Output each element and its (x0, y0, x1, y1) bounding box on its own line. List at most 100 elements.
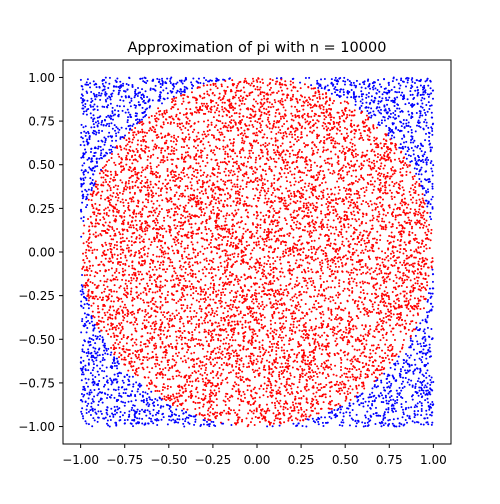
point-inside (246, 160, 249, 163)
point-inside (373, 139, 376, 142)
point-inside (173, 270, 176, 273)
point-inside (208, 272, 211, 275)
point-outside (85, 351, 88, 354)
point-inside (342, 164, 345, 167)
point-inside (133, 255, 136, 258)
point-outside (419, 393, 422, 396)
point-outside (424, 139, 427, 142)
point-outside (122, 381, 125, 384)
point-inside (113, 353, 116, 356)
point-inside (306, 134, 309, 137)
point-inside (220, 199, 223, 202)
point-inside (251, 77, 254, 80)
point-inside (256, 134, 259, 137)
point-inside (220, 291, 223, 294)
point-inside (239, 90, 242, 93)
point-outside (330, 92, 333, 95)
point-outside (109, 102, 112, 105)
point-inside (148, 290, 151, 293)
point-outside (95, 160, 98, 163)
point-inside (121, 181, 124, 184)
point-inside (283, 326, 286, 329)
point-outside (80, 156, 83, 159)
point-inside (316, 386, 319, 389)
point-inside (296, 90, 299, 93)
point-inside (344, 326, 347, 329)
point-inside (290, 173, 293, 176)
point-inside (297, 239, 300, 242)
point-outside (97, 392, 100, 395)
point-inside (216, 180, 219, 183)
point-inside (263, 305, 266, 308)
point-inside (251, 417, 254, 420)
point-inside (218, 244, 221, 247)
point-inside (256, 322, 259, 325)
point-outside (137, 384, 140, 387)
point-outside (391, 130, 394, 133)
point-inside (143, 131, 146, 134)
point-outside (120, 400, 123, 403)
point-inside (111, 314, 114, 317)
point-inside (259, 351, 262, 354)
point-inside (230, 241, 233, 244)
point-outside (96, 165, 99, 168)
point-inside (242, 314, 245, 317)
point-inside (124, 313, 127, 316)
point-inside (382, 263, 385, 266)
point-inside (260, 98, 263, 101)
point-outside (399, 147, 402, 150)
point-inside (194, 155, 197, 158)
point-inside (144, 230, 147, 233)
point-inside (359, 334, 362, 337)
point-inside (353, 278, 356, 281)
point-outside (135, 115, 138, 118)
point-inside (122, 204, 125, 207)
point-inside (401, 346, 404, 349)
point-inside (124, 279, 127, 282)
point-outside (427, 299, 429, 302)
point-inside (186, 293, 189, 296)
point-inside (212, 298, 215, 301)
point-inside (336, 252, 339, 255)
point-inside (113, 253, 116, 256)
point-inside (308, 169, 311, 172)
point-inside (201, 245, 204, 248)
point-outside (141, 88, 144, 91)
point-outside (89, 105, 92, 108)
point-inside (304, 326, 307, 329)
point-inside (305, 189, 308, 192)
point-outside (94, 342, 97, 345)
point-outside (88, 391, 91, 394)
point-inside (197, 370, 200, 373)
point-inside (186, 187, 189, 190)
point-inside (119, 305, 122, 308)
point-inside (209, 268, 212, 271)
point-inside (337, 317, 340, 320)
point-outside (140, 118, 143, 121)
point-inside (182, 93, 185, 96)
point-inside (186, 342, 189, 345)
point-inside (136, 143, 139, 146)
point-inside (339, 176, 342, 179)
point-inside (393, 158, 396, 161)
point-inside (193, 351, 196, 354)
point-outside (424, 151, 427, 154)
point-inside (301, 179, 304, 182)
point-outside (330, 78, 333, 81)
point-outside (418, 116, 421, 119)
point-inside (320, 104, 323, 107)
point-inside (200, 290, 203, 293)
point-inside (126, 320, 129, 323)
point-inside (87, 293, 90, 296)
point-inside (204, 188, 207, 191)
point-inside (347, 207, 350, 210)
point-outside (85, 316, 88, 319)
point-outside (370, 107, 373, 110)
point-outside (178, 414, 181, 417)
point-inside (188, 265, 191, 268)
point-inside (399, 350, 402, 353)
point-inside (312, 129, 315, 132)
point-inside (183, 277, 186, 280)
point-inside (187, 219, 190, 222)
